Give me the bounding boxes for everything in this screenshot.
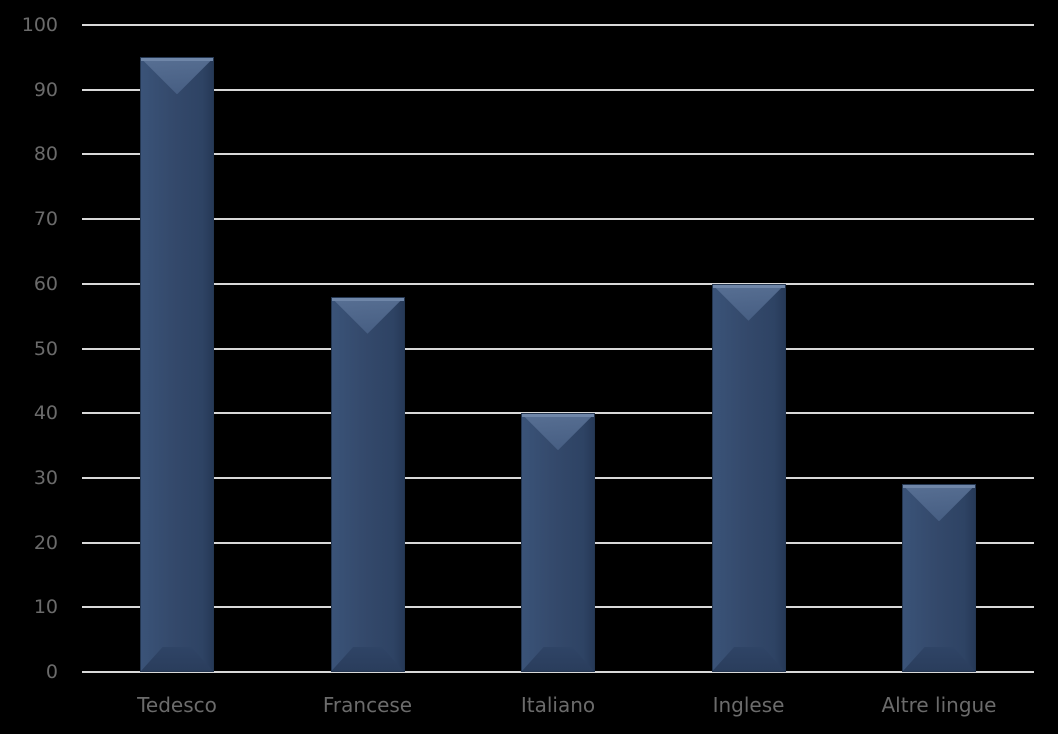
bar-inglese — [711, 283, 786, 672]
y-tick-label: 60 — [33, 272, 58, 295]
bar-francese — [330, 296, 405, 672]
gridline — [82, 671, 1034, 673]
bar-tedesco — [140, 57, 214, 672]
plot-area — [82, 25, 1034, 672]
y-tick-label: 80 — [33, 143, 58, 166]
gridline — [82, 24, 1034, 26]
y-tick-label: 0 — [45, 661, 58, 683]
y-tick-label: 30 — [33, 466, 58, 489]
x-tick-label: Italiano — [520, 693, 596, 717]
y-tick-label: 100 — [21, 14, 58, 36]
gridline — [82, 153, 1034, 156]
x-tick-label: Altre lingue — [881, 693, 997, 717]
gridline — [82, 282, 1034, 285]
y-tick-label: 10 — [33, 596, 58, 619]
y-tick-label: 50 — [33, 337, 58, 360]
bar-italiano — [521, 413, 595, 672]
gridline — [82, 347, 1034, 350]
y-tick-label: 20 — [33, 531, 58, 554]
y-tick-label: 40 — [33, 402, 58, 425]
x-tick-label: Francese — [322, 693, 413, 717]
y-tick-label: 90 — [33, 78, 58, 101]
x-tick-label: Inglese — [712, 693, 785, 717]
bar-altre-lingue — [902, 484, 976, 672]
y-tick-label: 70 — [33, 208, 58, 231]
gridline — [82, 88, 1034, 91]
x-tick-label: Tedesco — [137, 693, 217, 717]
gridline — [82, 218, 1034, 221]
